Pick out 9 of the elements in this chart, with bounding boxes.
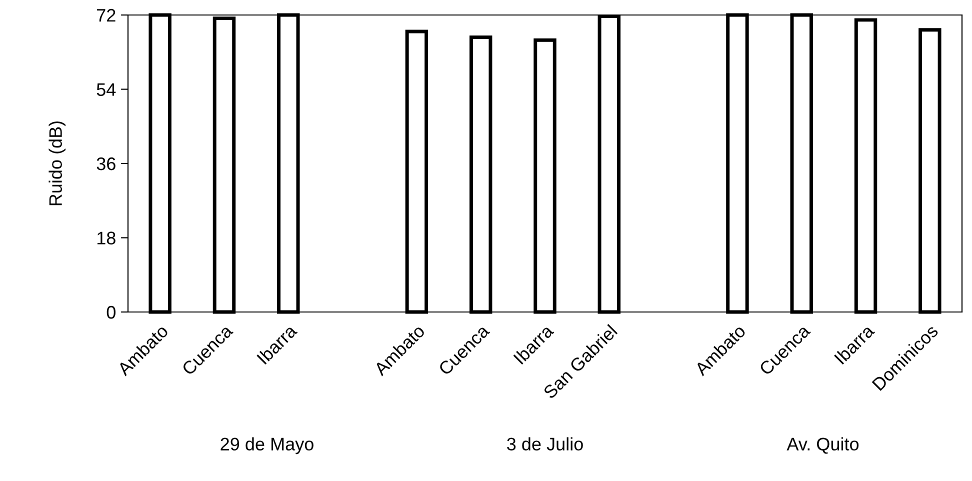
text: 3 de Julio: [507, 437, 583, 450]
y-tick-label: 36: [96, 157, 116, 170]
y-tick-label: 54: [96, 83, 116, 96]
y-tick-label: 72: [97, 8, 116, 22]
y-tick-label: 0: [106, 306, 116, 319]
text: 29 de Mayo: [220, 437, 314, 454]
y-axis-title: Ruido (dB): [48, 121, 66, 206]
text: Av. Quito: [786, 437, 859, 454]
y-tick-label: 18: [97, 232, 116, 244]
